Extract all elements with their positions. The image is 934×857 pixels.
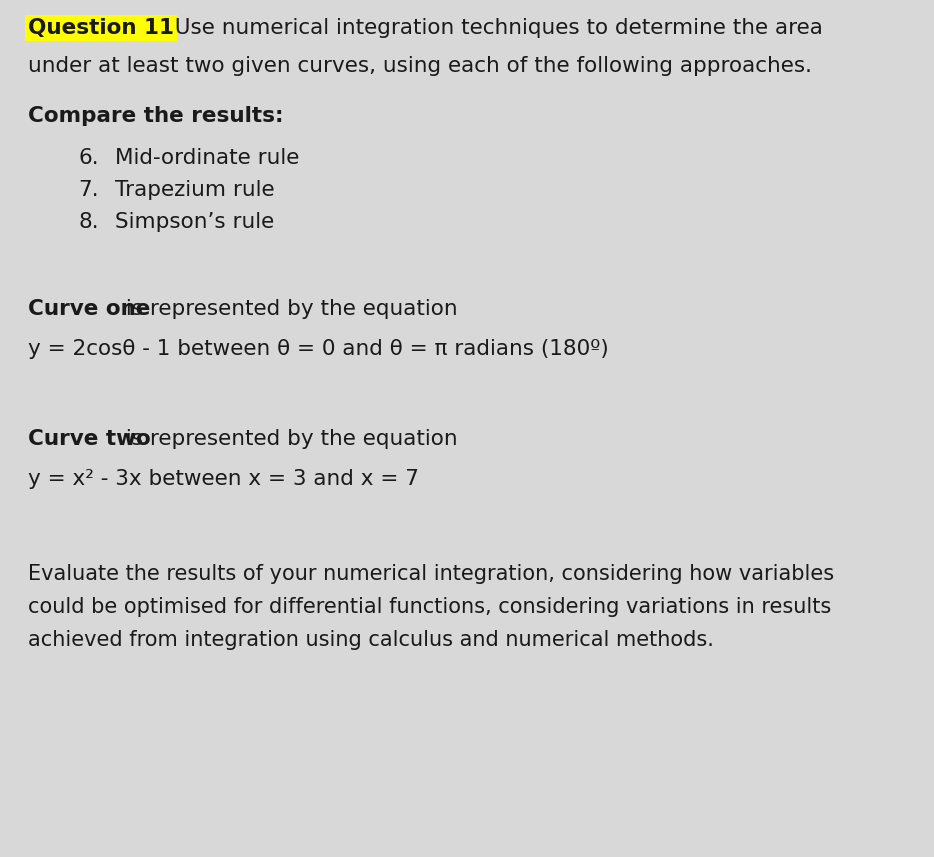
Text: could be optimised for differential functions, considering variations in results: could be optimised for differential func… xyxy=(28,597,831,617)
Text: Mid-ordinate rule: Mid-ordinate rule xyxy=(115,148,300,168)
Text: 7.: 7. xyxy=(78,180,99,200)
Text: 6.: 6. xyxy=(78,148,99,168)
Text: 8.: 8. xyxy=(78,212,99,232)
Text: Evaluate the results of your numerical integration, considering how variables: Evaluate the results of your numerical i… xyxy=(28,564,834,584)
Text: Trapezium rule: Trapezium rule xyxy=(115,180,275,200)
Text: Compare the results:: Compare the results: xyxy=(28,106,284,126)
Text: Question 11: Question 11 xyxy=(28,18,174,38)
Text: is represented by the equation: is represented by the equation xyxy=(119,429,458,449)
Text: Curve one: Curve one xyxy=(28,299,150,319)
Text: . Use numerical integration techniques to determine the area: . Use numerical integration techniques t… xyxy=(161,18,823,38)
Text: Curve two: Curve two xyxy=(28,429,150,449)
Text: is represented by the equation: is represented by the equation xyxy=(119,299,458,319)
Text: y = 2cosθ - 1 between θ = 0 and θ = π radians (180º): y = 2cosθ - 1 between θ = 0 and θ = π ra… xyxy=(28,339,609,359)
Text: achieved from integration using calculus and numerical methods.: achieved from integration using calculus… xyxy=(28,630,714,650)
Text: under at least two given curves, using each of the following approaches.: under at least two given curves, using e… xyxy=(28,56,812,76)
Text: y = x² - 3x between x = 3 and x = 7: y = x² - 3x between x = 3 and x = 7 xyxy=(28,469,419,489)
Text: Simpson’s rule: Simpson’s rule xyxy=(115,212,275,232)
